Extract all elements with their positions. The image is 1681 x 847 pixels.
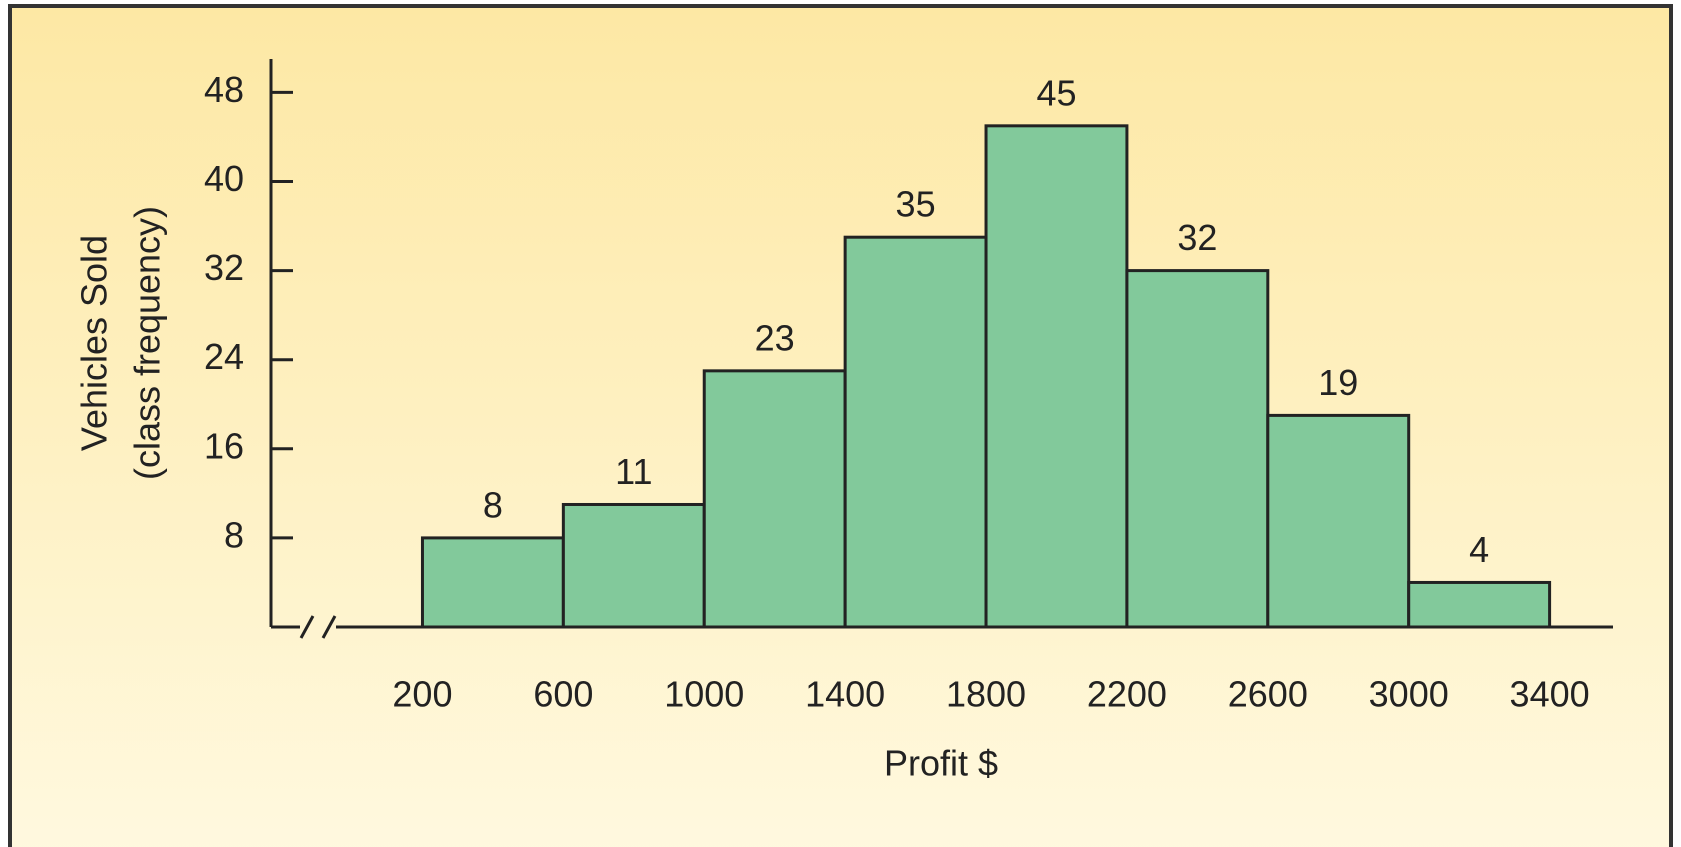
bar <box>1125 269 1270 629</box>
y-tick-label: 24 <box>204 336 244 377</box>
y-tick-label: 8 <box>224 514 244 555</box>
data-label: 8 <box>483 484 503 525</box>
bar <box>843 235 988 629</box>
x-tick-label: 2200 <box>1087 674 1167 715</box>
y-tick-label: 16 <box>204 425 244 466</box>
y-tick-label: 32 <box>204 247 244 288</box>
data-label: 32 <box>1177 217 1217 258</box>
data-label: 35 <box>896 184 936 225</box>
x-tick-label: 1400 <box>805 674 885 715</box>
data-label: 19 <box>1318 362 1358 403</box>
x-tick-label: 3000 <box>1369 674 1449 715</box>
data-label: 45 <box>1036 72 1076 113</box>
axis-break <box>321 615 337 639</box>
x-axis-label: Profit $ <box>884 743 998 784</box>
data-label: 23 <box>755 317 795 358</box>
data-label: 4 <box>1469 529 1489 570</box>
bar <box>561 502 706 629</box>
bar <box>1266 413 1411 629</box>
y-axis-label: Vehicles Sold <box>74 235 115 451</box>
data-label: 11 <box>615 451 652 492</box>
bar <box>702 369 847 629</box>
y-axis-label: (class frequency) <box>127 206 168 480</box>
y-tick-label: 48 <box>204 69 244 110</box>
bar <box>984 124 1129 629</box>
bar <box>420 536 565 629</box>
x-tick-label: 3400 <box>1510 674 1590 715</box>
x-tick-label: 2600 <box>1228 674 1308 715</box>
x-tick-label: 1000 <box>664 674 744 715</box>
bar <box>1407 580 1552 629</box>
x-tick-label: 200 <box>392 674 452 715</box>
y-tick-label: 40 <box>204 158 244 199</box>
x-tick-label: 1800 <box>946 674 1026 715</box>
axis-break <box>299 615 315 639</box>
x-tick-label: 600 <box>533 674 593 715</box>
